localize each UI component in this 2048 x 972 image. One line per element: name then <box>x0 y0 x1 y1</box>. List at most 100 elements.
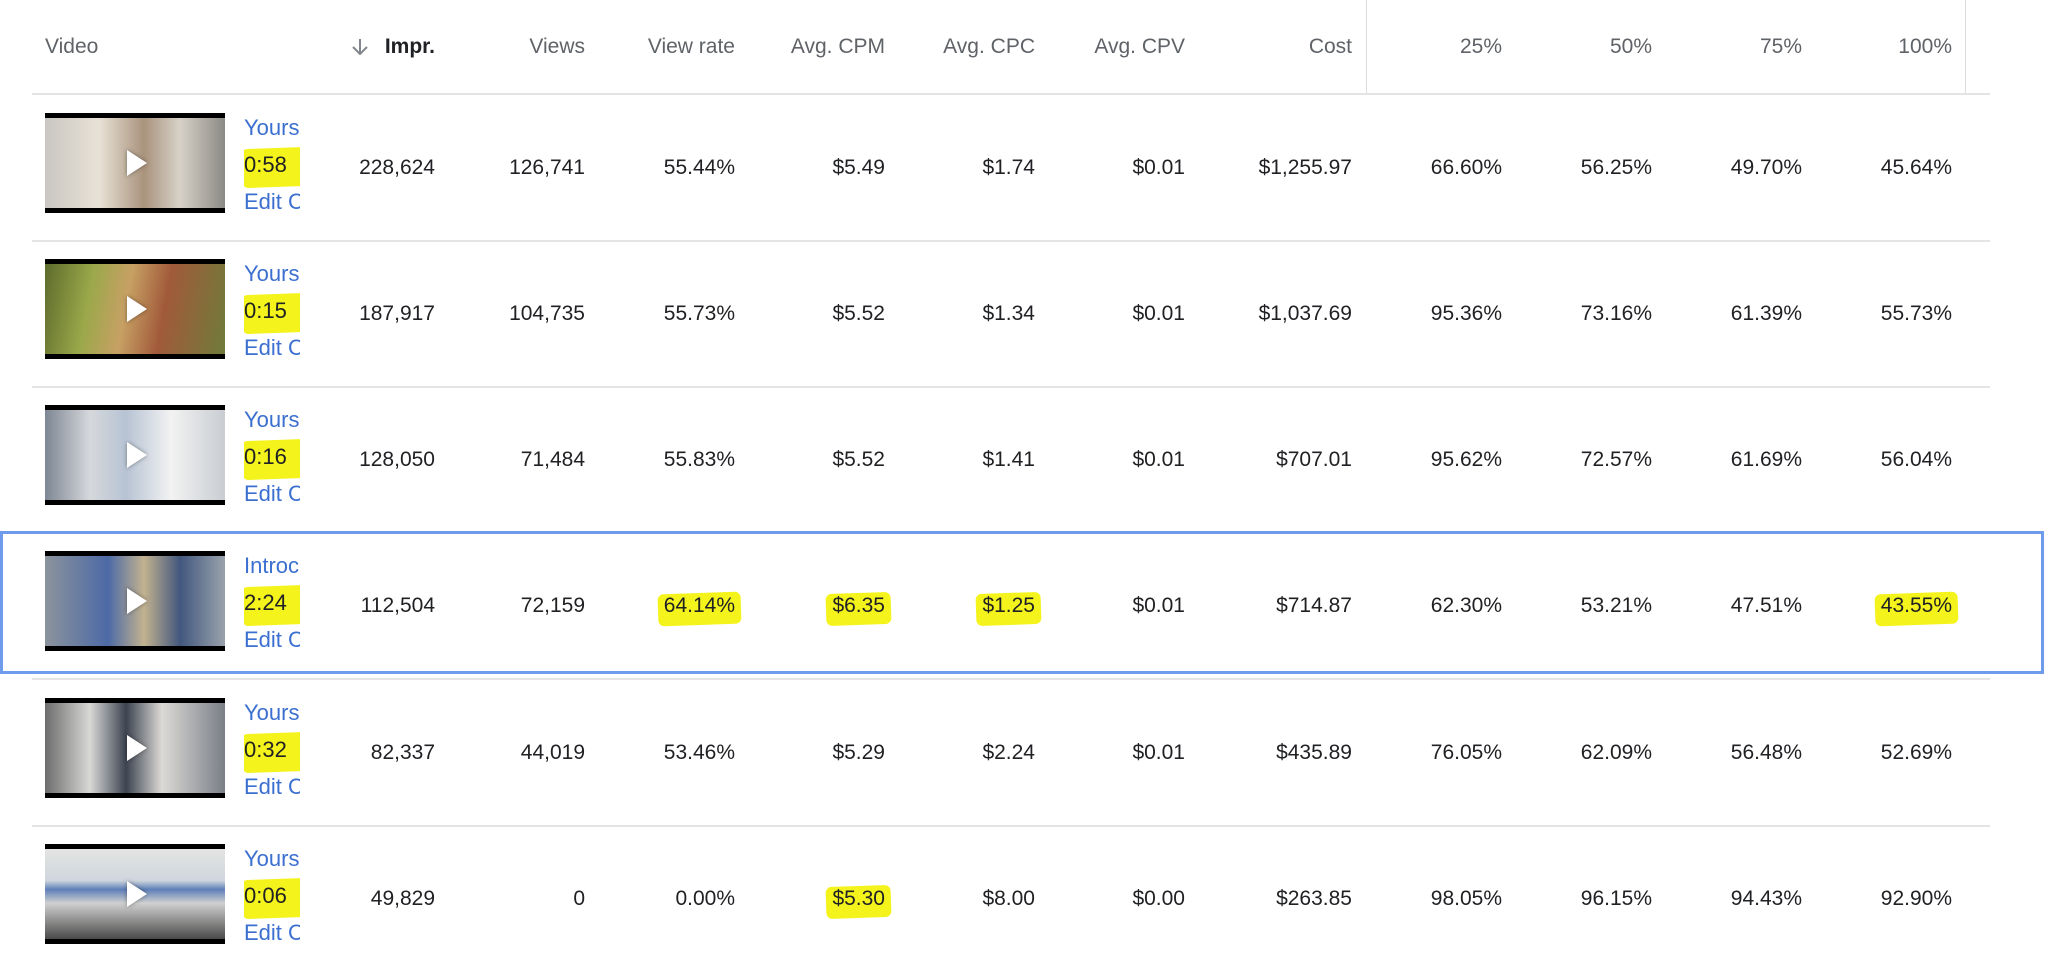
cell-value: 0 <box>573 887 585 910</box>
cell-p25: 62.30% <box>1400 591 1502 621</box>
video-info: Yours 0:16 Edit C <box>244 401 300 512</box>
table-row[interactable]: Yours 0:15 Edit C 187,917 104,735 55.73% $5.52… <box>0 241 2048 387</box>
duration-text: 2:24 <box>244 584 300 621</box>
cell-avg-cpc: $1.74 <box>910 153 1035 183</box>
header-cost[interactable]: Cost <box>1220 0 1352 94</box>
header-views[interactable]: Views <box>475 0 585 94</box>
cell-impr: 187,917 <box>300 299 435 329</box>
video-thumbnail[interactable] <box>45 844 225 944</box>
cell-value: 96.15% <box>1580 887 1652 910</box>
cell-impr: 49,829 <box>300 884 435 914</box>
play-icon[interactable] <box>127 881 147 907</box>
edit-link[interactable]: Edit C <box>244 481 300 506</box>
cell-views: 126,741 <box>475 153 585 183</box>
cell-avg-cpv: $0.01 <box>1060 738 1185 768</box>
cell-value: $5.52 <box>832 448 885 471</box>
cell-value: 56.48% <box>1730 741 1802 764</box>
play-icon[interactable] <box>127 150 147 176</box>
duration-text: 0:15 <box>244 292 300 329</box>
cell-value: $714.87 <box>1276 594 1352 617</box>
video-title-link[interactable]: Introc <box>244 553 300 578</box>
cell-value: $6.35 <box>832 591 885 621</box>
video-title-link[interactable]: Yours <box>244 700 300 725</box>
edit-link[interactable]: Edit C <box>244 774 300 799</box>
cell-views: 44,019 <box>475 738 585 768</box>
play-icon[interactable] <box>127 296 147 322</box>
play-icon[interactable] <box>127 735 147 761</box>
cell-value: 56.04% <box>1880 448 1952 471</box>
video-title-link[interactable]: Yours <box>244 115 300 140</box>
cell-value: $5.29 <box>832 741 885 764</box>
cell-avg-cpc: $8.00 <box>910 884 1035 914</box>
play-icon[interactable] <box>127 588 147 614</box>
header-impr[interactable]: Impr. <box>300 0 435 94</box>
cell-value: 61.69% <box>1730 448 1802 471</box>
cell-p100: 45.64% <box>1850 153 1952 183</box>
header-divider <box>32 93 1990 95</box>
cell-value: $1,037.69 <box>1258 302 1352 325</box>
header-avg-cpv[interactable]: Avg. CPV <box>1060 0 1185 94</box>
video-info: Yours 0:32 Edit C <box>244 694 300 805</box>
cell-value: 92.90% <box>1880 887 1952 910</box>
cell-avg-cpc: $1.34 <box>910 299 1035 329</box>
header-p100[interactable]: 100% <box>1850 0 1952 94</box>
video-thumbnail[interactable] <box>45 259 225 359</box>
cell-value: $1.74 <box>982 156 1035 179</box>
table-row[interactable]: Yours 0:16 Edit C 128,050 71,484 55.83% $5.52 $… <box>0 387 2048 533</box>
cell-value: 228,624 <box>359 156 435 179</box>
edit-link[interactable]: Edit C <box>244 920 300 945</box>
play-icon[interactable] <box>127 442 147 468</box>
cell-avg-cpc: $1.25 <box>910 591 1035 621</box>
video-thumbnail[interactable] <box>45 405 225 505</box>
table-row[interactable]: Yours 0:32 Edit C 82,337 44,019 53.46% $5.29 $2… <box>0 680 2048 826</box>
edit-link[interactable]: Edit C <box>244 189 300 214</box>
cell-p50: 62.09% <box>1550 738 1652 768</box>
duration-text: 0:32 <box>244 731 300 768</box>
cell-value: 55.73% <box>1880 302 1952 325</box>
arrow-down-icon <box>349 36 371 58</box>
header-avg-cpm[interactable]: Avg. CPM <box>760 0 885 94</box>
header-video[interactable]: Video <box>45 0 245 94</box>
header-p75[interactable]: 75% <box>1700 0 1802 94</box>
video-title-link[interactable]: Yours <box>244 846 300 871</box>
video-info: Yours 0:58 Edit C <box>244 109 300 220</box>
edit-link[interactable]: Edit C <box>244 335 300 360</box>
cell-value: 112,504 <box>360 594 435 617</box>
video-title-link[interactable]: Yours <box>244 261 300 286</box>
header-avg-cpv-label: Avg. CPV <box>1094 35 1185 58</box>
cell-cost: $263.85 <box>1220 884 1352 914</box>
header-cost-label: Cost <box>1308 35 1352 58</box>
table-row[interactable]: Yours 0:06 Edit C 49,829 0 0.00% $5.30 $8.00 $0.… <box>0 826 2048 972</box>
header-views-label: Views <box>529 35 585 58</box>
header-p25-label: 25% <box>1459 35 1502 58</box>
header-avg-cpc[interactable]: Avg. CPC <box>910 0 1035 94</box>
cell-cost: $707.01 <box>1220 445 1352 475</box>
header-p50[interactable]: 50% <box>1550 0 1652 94</box>
cell-views: 0 <box>475 884 585 914</box>
cell-value: 98.05% <box>1430 887 1502 910</box>
cell-avg-cpc: $1.41 <box>910 445 1035 475</box>
cell-value: 95.62% <box>1430 448 1502 471</box>
video-thumbnail[interactable] <box>45 698 225 798</box>
video-thumbnail[interactable] <box>45 551 225 651</box>
cell-value: 128,050 <box>359 448 435 471</box>
table-row[interactable]: Introc 2:24 Edit C 112,504 72,159 64.14% $6.35… <box>0 533 2048 679</box>
cell-value: 49,829 <box>370 887 435 910</box>
video-thumbnail[interactable] <box>45 113 225 213</box>
video-duration: 0:58 <box>244 146 300 183</box>
video-title-link[interactable]: Yours <box>244 407 300 432</box>
video-duration: 0:32 <box>244 731 300 768</box>
cell-value: $1.41 <box>982 448 1035 471</box>
cell-impr: 82,337 <box>300 738 435 768</box>
video-duration: 0:06 <box>244 877 300 914</box>
edit-link[interactable]: Edit C <box>244 627 300 652</box>
cell-value: 47.51% <box>1730 594 1802 617</box>
header-p25[interactable]: 25% <box>1400 0 1502 94</box>
header-view-rate[interactable]: View rate <box>610 0 735 94</box>
cell-avg-cpv: $0.01 <box>1060 299 1185 329</box>
cell-value: $0.01 <box>1132 302 1185 325</box>
cell-avg-cpm: $5.29 <box>760 738 885 768</box>
cell-view-rate: 55.44% <box>610 153 735 183</box>
cell-p50: 96.15% <box>1550 884 1652 914</box>
table-row[interactable]: Yours 0:58 Edit C 228,624 126,741 55.44% $5.49… <box>0 95 2048 241</box>
